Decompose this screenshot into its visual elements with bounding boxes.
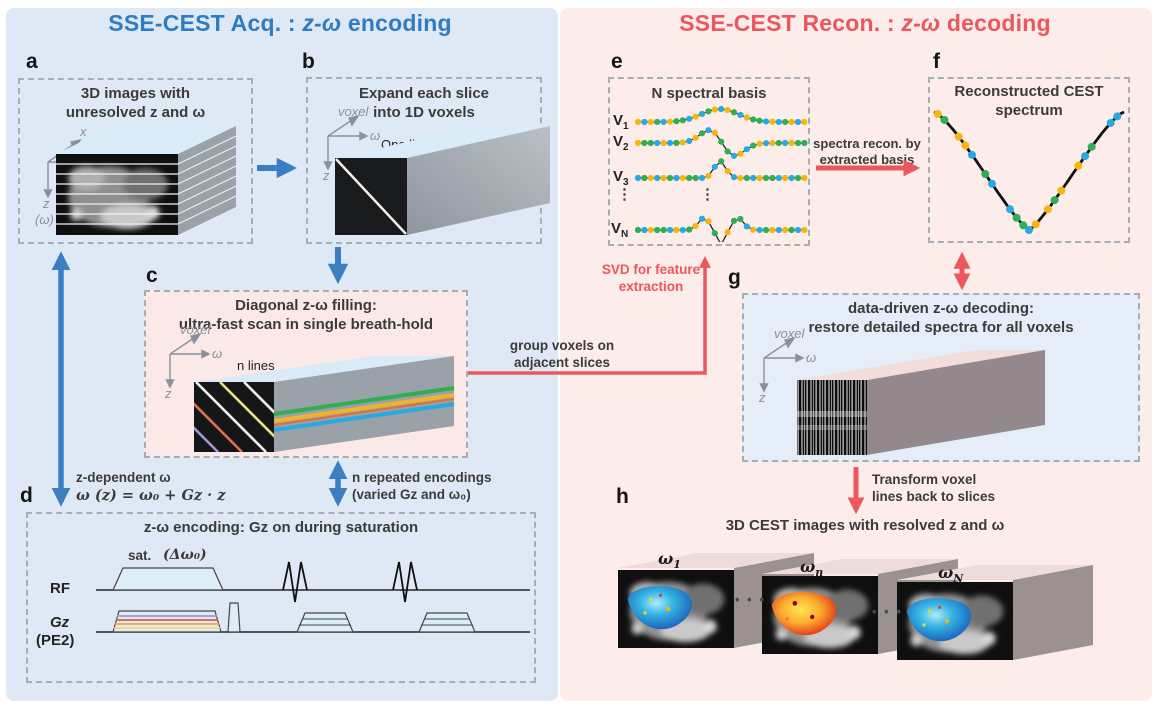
omega-N-label: ωN — [938, 563, 964, 586]
panel-b-axes: voxel ω z — [316, 104, 406, 192]
acq-title-post: encoding — [341, 10, 452, 36]
axis-z-label: z — [323, 168, 330, 183]
svd-annotation: SVD for feature extraction — [601, 262, 701, 294]
n-lines-annotation: n lines — [237, 358, 275, 373]
panel-h-label: h — [616, 485, 629, 508]
saturation-label: sat. — [128, 548, 152, 563]
panel-a-box — [18, 78, 253, 244]
slice-dots-2: • • • — [872, 604, 903, 619]
basis-v2-label: V2 — [613, 133, 629, 153]
panel-g-title: data-driven z-ω decoding: restore detail… — [808, 300, 1074, 336]
cest-spectrum-curve-graphic — [933, 110, 1125, 234]
axes-arrows-graphic — [759, 336, 805, 393]
panel-d-box — [26, 512, 536, 683]
transform-annotation: Transform voxel lines back to slices — [872, 472, 996, 504]
acq-title-math: z-ω — [302, 10, 342, 36]
acquisition-section-title: SSE-CEST Acq. : z-ω encoding — [40, 10, 520, 37]
panel-f-label: f — [933, 50, 940, 73]
omega-1-label: ω1 — [658, 549, 681, 572]
panel-g-label: g — [728, 266, 741, 289]
axis-voxel-label: voxel — [338, 104, 369, 119]
pulse-sequence-graphic — [96, 561, 530, 633]
recon-title-pre: SSE-CEST Recon. : — [679, 10, 902, 36]
spectral-basis-curves-graphic — [634, 105, 808, 242]
panel-c-label: c — [146, 264, 158, 287]
diagonal-filling-3d-box-graphic — [194, 356, 455, 452]
slice-dots-1: • • • — [735, 592, 766, 607]
panel-c-title: Diagonal z-ω filling: ultra-fast scan in… — [178, 297, 434, 333]
basis-vn-label: VN — [611, 220, 629, 240]
pe2-axis-label: (PE2) — [36, 632, 75, 649]
axis-z-label: z — [165, 386, 172, 401]
axis-omega-label: ω — [370, 128, 381, 143]
rf-axis-label: RF — [50, 580, 70, 597]
n-repeated-encodings-annotation: n repeated encodings (varied Gz and ω₀) — [352, 470, 492, 502]
rf-pulse-wavelet — [392, 561, 418, 603]
panel-c-axes: voxel ω z — [158, 322, 248, 410]
sliced-3d-volume-graphic — [56, 126, 237, 235]
acq-title-pre: SSE-CEST Acq. : — [108, 10, 303, 36]
basis-v1-label: V1 — [613, 112, 629, 132]
axes-arrows-graphic — [323, 114, 369, 171]
voxel-line-3d-box-graphic — [335, 126, 550, 235]
reconstruction-section-title: SSE-CEST Recon. : z-ω decoding — [630, 10, 1100, 37]
spectra-recon-annotation: spectra recon. by extracted basis — [813, 136, 921, 168]
recon-title-math: z-ω — [901, 10, 941, 36]
axis-omega-label: (ω) — [35, 212, 54, 227]
recon-title-post: decoding — [940, 10, 1051, 36]
panel-e-title: N spectral basis — [651, 85, 767, 102]
cest-slice-3d-box-3-graphic — [897, 565, 1093, 660]
panel-h-title: 3D CEST images with resolved z and ω — [725, 517, 1005, 534]
gz-axis-label: Gz — [50, 614, 70, 631]
panel-e-label: e — [611, 50, 623, 73]
z-formula: ω (z) = ω₀ + Gz · z — [76, 487, 226, 504]
panel-e-box — [608, 77, 810, 246]
decoded-voxel-lines-3d-box-graphic — [797, 350, 1045, 455]
axis-z-label: z — [43, 196, 50, 211]
panel-b-title: Expand each slice into 1D voxels — [358, 85, 490, 121]
axis-x-label: x — [80, 124, 87, 139]
rf-pulse-wavelet — [282, 561, 308, 603]
panel-a-title: 3D images with unresolved z and ω — [65, 85, 206, 121]
panel-f-box — [928, 77, 1130, 243]
panel-d-label: d — [20, 484, 33, 507]
group-voxels-annotation: group voxels on adjacent slices — [509, 338, 615, 370]
axis-omega-label: ω — [806, 350, 817, 365]
panel-g-axes: voxel ω z — [752, 326, 842, 414]
axis-voxel-label: voxel — [180, 322, 211, 337]
saturation-offset-label: (Δω₀) — [163, 547, 207, 563]
panel-d-title: z-ω encoding: Gz on during saturation — [143, 519, 419, 536]
z-dependent-annotation: z-dependent ω — [76, 470, 171, 485]
panel-b-label: b — [302, 50, 315, 73]
basis-ellipsis: ⋮ — [617, 186, 632, 203]
axis-omega-label: ω — [212, 346, 223, 361]
omega-n-label: ωn — [800, 557, 824, 580]
panel-a-label: a — [26, 50, 38, 73]
axes-arrows-graphic — [165, 332, 211, 389]
basis-curve-ellipsis: ⋮ — [700, 186, 715, 203]
basis-v3-label: V3 — [613, 168, 629, 188]
axis-z-label: z — [759, 390, 766, 405]
panel-f-title: Reconstructed CEST spectrum — [954, 83, 1104, 119]
axis-voxel-label: voxel — [774, 326, 805, 341]
